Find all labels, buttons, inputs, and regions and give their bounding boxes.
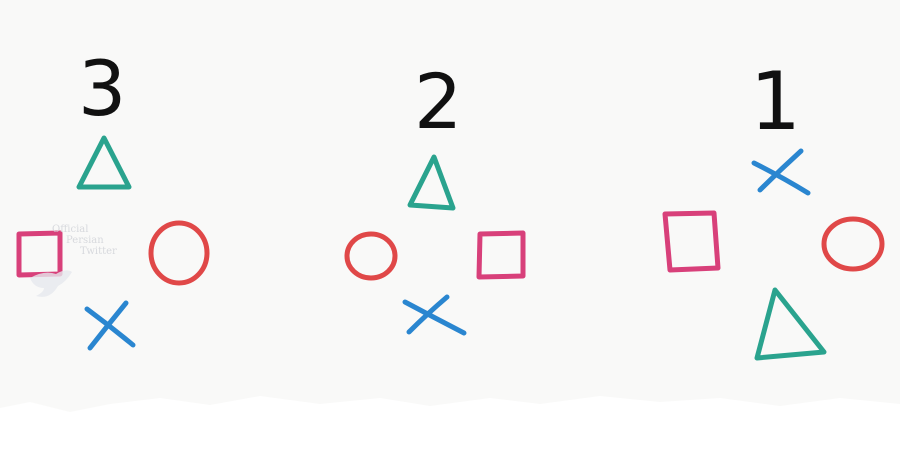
watermark-line-3: Twitter	[80, 246, 117, 257]
circle-icon	[148, 220, 210, 286]
square-icon	[662, 210, 721, 273]
circle-icon	[344, 231, 398, 281]
cross-icon	[751, 148, 811, 196]
group-1-shapes	[662, 148, 885, 361]
watermark-logo-icon	[30, 270, 72, 297]
watermark: Official Persian Twitter	[52, 224, 117, 257]
triangle-icon	[754, 287, 827, 361]
group-2-shapes	[344, 154, 526, 336]
cross-icon	[84, 300, 136, 351]
group-number-3: 3	[78, 44, 127, 133]
torn-paper-edge	[0, 396, 900, 461]
watermark-line-1: Official	[52, 224, 89, 235]
watermark-line-2: Persian	[66, 235, 104, 246]
circle-icon	[821, 216, 885, 272]
cross-icon	[402, 294, 467, 336]
triangle-icon	[407, 154, 456, 211]
square-icon	[476, 230, 526, 280]
triangle-icon	[76, 135, 132, 190]
group-number-2: 2	[414, 57, 463, 146]
group-number-1: 1	[750, 55, 801, 148]
